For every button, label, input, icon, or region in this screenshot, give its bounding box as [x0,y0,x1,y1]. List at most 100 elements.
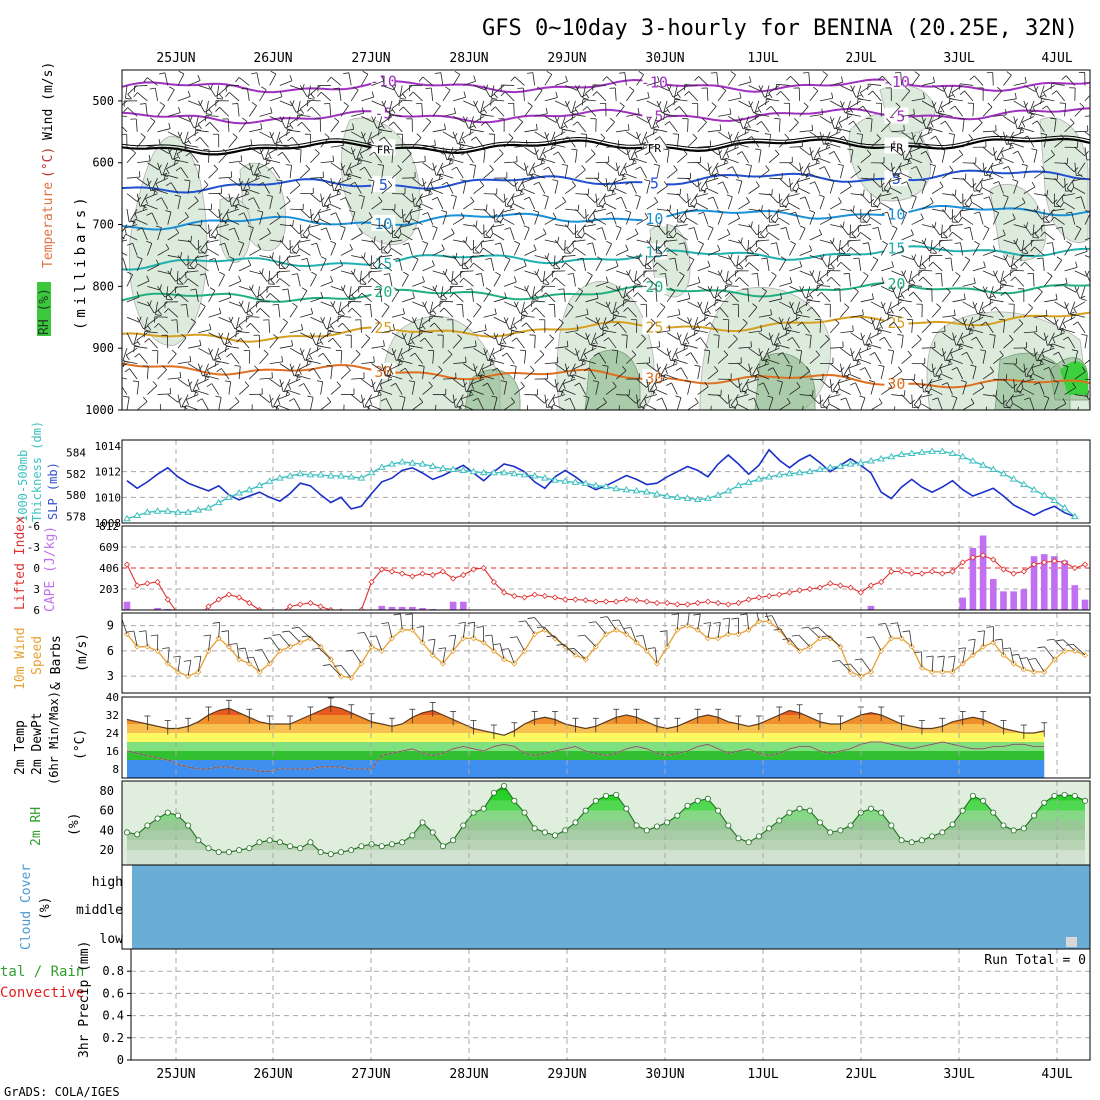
upper-wind-barb-flag [862,242,869,245]
upper-wind-barb [616,249,629,256]
upper-wind-barb-flag [277,399,281,405]
upper-wind-barb-flag [196,384,200,391]
upper-wind-barb [432,350,435,364]
upper-wind-barb-flag [1013,118,1018,124]
upper-wind-barb [269,116,282,123]
upper-wind-barb [1022,116,1035,123]
upper-wind-barb-flag [909,412,910,418]
upper-wind-barb [565,330,579,334]
upper-wind-barb [1031,112,1045,117]
upper-wind-barb [190,152,199,163]
cape-bar-91 [1051,556,1058,610]
upper-wind-barb-flag [397,233,402,239]
upper-wind-barb-flag [591,344,597,348]
upper-wind-barb-flag [685,352,692,357]
upper-wind-barb-flag [272,303,279,306]
upper-wind-barb-flag [392,349,397,356]
upper-wind-barb-flag [431,196,438,201]
upper-wind-barb [1002,270,1014,279]
upper-wind-barb-flag [859,92,864,98]
upper-wind-barb-flag [219,242,225,246]
upper-wind-barb [218,316,231,323]
upper-wind-barb-flag [476,374,483,377]
upper-wind-barb [1011,142,1024,148]
cape-tick-203: 203 [99,583,119,596]
isotherm-label-5-2: 5 [892,170,901,188]
wind-barb-flag-11 [229,643,237,645]
upper-wind-barb [442,409,444,410]
upper-wind-barb-flag [1021,197,1026,204]
upper-wind-barb [626,255,639,260]
thickness-point-53 [663,492,672,499]
upper-wind-barb [870,301,883,309]
thickness-point-88 [1019,480,1028,487]
upper-wind-barb [1023,85,1036,92]
upper-wind-barb-flag [726,152,730,158]
upper-wind-barb [402,297,415,303]
upper-wind-barb [819,338,830,349]
wind-barb-55 [687,613,690,626]
upper-wind-barb-flag [176,414,178,420]
upper-wind-barb-flag [897,299,900,306]
upper-wind-barb [167,353,177,364]
upper-wind-barb [432,249,445,256]
upper-wind-barb [1039,85,1045,98]
upper-wind-barb-flag [144,338,150,343]
upper-wind-barb-flag [767,214,773,220]
upper-wind-barb [799,162,803,176]
upper-wind-barb-flag [675,214,681,219]
upper-wind-barb-flag [803,173,809,178]
upper-wind-barb [687,118,689,132]
upper-wind-barb-flag [1043,395,1050,399]
upper-wind-barb-flag [573,230,579,235]
upper-wind-barb-flag [664,121,670,126]
upper-wind-barb [808,72,811,86]
upper-wind-barb [432,370,443,380]
upper-wind-barb [1034,246,1045,256]
upper-wind-barb [137,160,151,164]
wind-barb-91 [1044,646,1055,660]
upper-wind-barb [299,248,311,256]
upper-wind-barb-flag [114,123,118,127]
upper-wind-barb [381,185,393,194]
lifted-index-point-88 [1020,568,1027,575]
wind-barb-27 [400,613,403,630]
upper-wind-barb [133,332,138,346]
upper-wind-barb-flag [707,260,711,267]
upper-wind-barb-flag [948,231,953,238]
rh2m-band-60 [127,800,1085,811]
upper-wind-barb-flag [326,203,330,210]
upper-wind-barb [157,286,166,298]
upper-wind-barb [786,329,800,334]
upper-wind-barb [483,290,492,303]
upper-wind-barb-flag [326,76,332,82]
upper-wind-barb [868,208,882,212]
upper-wind-barb [557,151,566,163]
upper-wind-barb-flag [431,225,438,229]
upper-wind-barb [1080,286,1086,299]
upper-wind-barb [799,228,806,241]
upper-wind-barb [799,350,803,364]
upper-wind-barb-flag [1012,150,1019,155]
upper-wind-barb [535,307,546,318]
upper-wind-barb [901,212,908,225]
upper-wind-barb [514,162,525,171]
wind-barb-11 [236,643,240,660]
upper-wind-barb [952,397,958,410]
wind-speed-point-55 [684,622,691,629]
upper-wind-barb [1023,165,1028,179]
upper-wind-barb [950,257,953,271]
upper-wind-barb-flag [114,243,115,249]
upper-wind-barb-flag [818,399,824,405]
upper-wind-barb-flag [634,194,641,198]
thickness-point-62 [754,475,763,482]
upper-wind-barb-flag [667,350,672,356]
upper-wind-barb-flag [943,233,948,239]
upper-wind-barb-flag [765,99,767,105]
upper-wind-barb [429,315,443,318]
upper-wind-barb [1042,347,1055,354]
upper-wind-barb [1023,100,1029,114]
lifted-index-point-85 [990,556,997,563]
upper-wind-barb [503,381,508,395]
upper-wind-barb-flag [523,260,527,267]
